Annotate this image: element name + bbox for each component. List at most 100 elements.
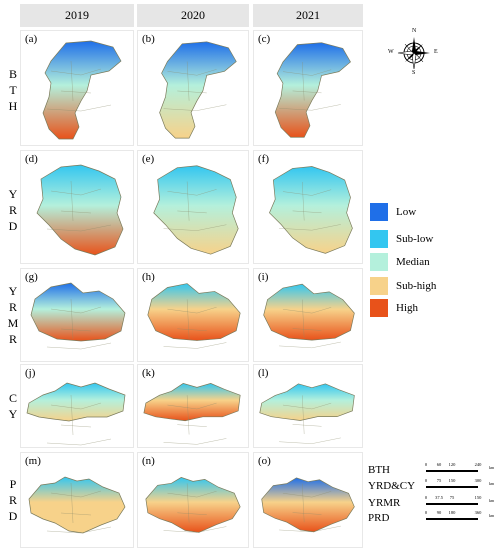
- admin-boundary: [177, 512, 207, 515]
- panel-label: (a): [25, 33, 38, 45]
- admin-boundary: [60, 210, 92, 214]
- scale-tick: 37.5: [435, 495, 443, 500]
- row-label-letter: R: [8, 202, 17, 217]
- row-label-letter: Y: [8, 284, 18, 298]
- region-map-cy: [26, 382, 126, 446]
- admin-boundary: [70, 298, 74, 340]
- map-panel-yrmr-2021: (i): [253, 268, 363, 362]
- admin-boundary: [70, 394, 74, 436]
- region-map-yrmr: [30, 282, 126, 350]
- scale-name-bth: BTH: [368, 464, 390, 476]
- scale-unit: km: [489, 498, 495, 503]
- panel-label: (d): [25, 153, 38, 165]
- region-outline: [263, 283, 355, 341]
- admin-boundary: [70, 180, 74, 222]
- admin-boundary: [186, 299, 190, 339]
- admin-boundary: [46, 342, 112, 350]
- panel-label: (l): [258, 367, 269, 379]
- admin-boundary: [50, 490, 102, 498]
- region-outline: [153, 165, 239, 255]
- legend-swatch: [370, 299, 388, 317]
- row-label-letter: C: [8, 391, 17, 405]
- scale-bar-segment: [426, 486, 439, 488]
- legend-label: Low: [396, 206, 417, 218]
- admin-boundary: [167, 69, 217, 76]
- region-outline: [274, 42, 351, 138]
- legend-item-median: Median: [370, 253, 430, 271]
- map-panel-prd-2021: (o): [253, 452, 363, 548]
- panel-label: (c): [258, 33, 271, 45]
- north-arrow-compass: N S E W: [388, 28, 438, 76]
- map-panel-bth-2021: (c): [253, 30, 363, 146]
- map-panel-yrd-2019: (d): [20, 150, 134, 264]
- scale-tick: 300: [474, 478, 482, 483]
- scale-tick: 180: [448, 510, 456, 515]
- region-map-bth: [274, 42, 351, 138]
- panel-label: (k): [142, 367, 155, 379]
- scale-unit: km: [489, 465, 495, 470]
- compass-west-label: W: [388, 49, 394, 55]
- scale-tick: 0: [424, 510, 428, 515]
- panel-label: (h): [142, 271, 155, 283]
- region-map-cy: [143, 383, 241, 445]
- admin-boundary: [60, 424, 92, 428]
- legend-label: Sub-low: [396, 233, 434, 245]
- admin-boundary: [282, 69, 332, 76]
- legend-item-sub-low: Sub-low: [370, 230, 433, 248]
- admin-boundary: [177, 90, 207, 94]
- row-label-bth: B T H: [4, 32, 22, 147]
- scale-tick: 60: [436, 462, 442, 467]
- column-header-2020: 2020: [137, 4, 249, 27]
- map-panel-yrd-2020: (e): [137, 150, 249, 264]
- row-label-letter: Y: [8, 186, 18, 201]
- panel-label: (f): [258, 153, 269, 165]
- legend-label: Median: [396, 256, 430, 268]
- map-panel-bth-2020: (b): [137, 30, 249, 146]
- region-map-cy: [259, 383, 355, 444]
- admin-boundary: [177, 210, 207, 214]
- admin-boundary: [163, 526, 227, 533]
- panel-label: (g): [25, 271, 38, 283]
- scale-bar-bth: 0 60 120 240 km: [424, 462, 494, 478]
- row-label-letter: Y: [8, 407, 18, 421]
- row-label-letter: B: [8, 66, 17, 81]
- admin-boundary: [302, 299, 305, 339]
- scale-bar-yrmr: 0 37.5 75 150 km: [425, 495, 494, 511]
- row-label-letter: D: [8, 218, 18, 233]
- region-map-yrd: [153, 165, 239, 255]
- panel-label: (o): [258, 455, 271, 467]
- scale-bar-segment: [426, 503, 439, 505]
- admin-boundary: [60, 90, 92, 94]
- region-map-yrd: [269, 166, 353, 254]
- panel-label: (n): [142, 455, 155, 467]
- admin-boundary: [292, 210, 322, 214]
- legend-item-sub-high: Sub-high: [370, 277, 436, 295]
- admin-boundary: [302, 61, 305, 101]
- scale-bars: BTH YRD&CY YRMR PRD 0 60 120 240 km 0 75…: [368, 462, 494, 547]
- admin-boundary: [50, 306, 102, 314]
- scale-tick: 0: [424, 462, 428, 467]
- map-panel-cy-2020: (k): [137, 364, 249, 448]
- region-map-prd: [28, 476, 126, 534]
- map-panel-prd-2020: (n): [137, 452, 249, 548]
- scale-bar-segment: [452, 503, 478, 505]
- panel-label: (i): [258, 271, 269, 283]
- legend-label: High: [396, 302, 418, 314]
- scale-bar-segment: [439, 518, 452, 520]
- admin-boundary: [50, 68, 102, 76]
- admin-boundary: [302, 483, 305, 523]
- admin-boundary: [70, 482, 74, 524]
- legend-swatch: [370, 203, 388, 221]
- scale-tick: 150: [448, 478, 456, 483]
- scale-name-yrmr: YRMR: [368, 497, 401, 509]
- row-label-letter: H: [8, 98, 18, 113]
- compass-south-label: S: [412, 70, 416, 76]
- scale-bar-segment: [439, 486, 452, 488]
- region-outline: [42, 40, 122, 140]
- panel-label: (e): [142, 153, 155, 165]
- scale-bar-segment: [439, 503, 452, 505]
- scale-bar-segment: [452, 486, 478, 488]
- scale-tick: 75: [449, 495, 455, 500]
- admin-boundary: [60, 512, 92, 516]
- region-outline: [269, 166, 353, 254]
